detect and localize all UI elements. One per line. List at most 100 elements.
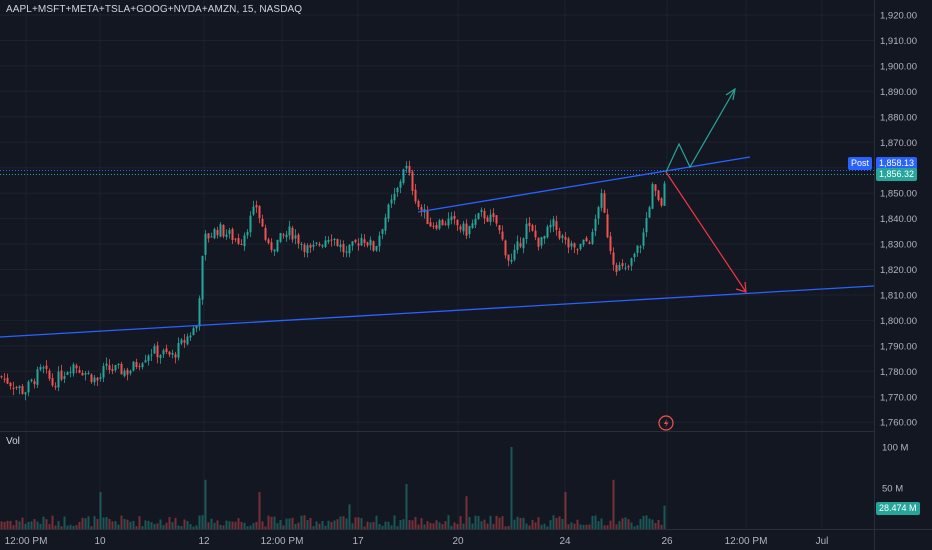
volume-bar xyxy=(123,518,126,529)
volume-bar xyxy=(144,520,147,529)
candle-body xyxy=(357,243,360,246)
candle-body xyxy=(636,245,639,253)
price-tick-label: 1,760.00 xyxy=(880,418,917,429)
candle-body xyxy=(369,239,372,246)
volume-bar xyxy=(36,521,39,529)
volume-bar xyxy=(375,515,378,529)
volume-bar xyxy=(603,525,606,529)
time-tick-label: 24 xyxy=(559,536,571,547)
candle-body xyxy=(24,392,27,395)
time-tick-label: 20 xyxy=(452,536,464,547)
volume-bar xyxy=(504,526,507,529)
volume-bar xyxy=(372,521,375,529)
volume-bar xyxy=(444,521,447,529)
volume-bar xyxy=(606,525,609,529)
candle-body xyxy=(150,354,153,356)
volume-bar xyxy=(600,518,603,529)
candle-body xyxy=(345,251,348,253)
volume-bar xyxy=(111,521,114,529)
last-price-tag: 1,856.32 xyxy=(876,168,918,181)
volume-bar xyxy=(573,523,576,529)
price-tick-label: 1,800.00 xyxy=(880,316,917,327)
candle-body xyxy=(177,342,180,358)
volume-bar xyxy=(225,520,228,529)
volume-bar xyxy=(588,524,591,529)
candle-body xyxy=(444,223,447,225)
candle-body xyxy=(201,255,204,300)
candle-body xyxy=(141,363,144,368)
volume-bar xyxy=(33,519,36,529)
volume-bar xyxy=(528,525,531,529)
volume-label[interactable]: Vol xyxy=(6,436,20,447)
volume-bar xyxy=(78,521,81,529)
volume-bar xyxy=(525,523,528,529)
volume-bar xyxy=(627,519,630,529)
volume-bar xyxy=(501,516,504,529)
support-trendline[interactable] xyxy=(0,285,875,338)
price-axis[interactable]: 1,920.00 1,910.00 1,900.00 1,890.00 1,880.00… xyxy=(880,11,917,429)
candle-body xyxy=(171,352,174,355)
volume-bar xyxy=(315,521,318,529)
candle-body xyxy=(273,249,276,252)
candle-body xyxy=(108,365,111,371)
volume-bar xyxy=(495,515,498,529)
candle-body xyxy=(207,233,210,239)
volume-tick-label: 50 M xyxy=(882,484,903,495)
volume-bar xyxy=(366,521,369,529)
candle-body xyxy=(66,372,69,375)
volume-bar xyxy=(42,516,45,529)
candle-body xyxy=(375,245,378,251)
candle-body xyxy=(411,171,414,191)
volume-value-tag: 28.474 M xyxy=(876,502,920,515)
candle-body xyxy=(477,213,480,220)
candle-body xyxy=(438,220,441,229)
volume-bar xyxy=(129,521,132,529)
candle-body xyxy=(579,243,582,250)
projection-up-path[interactable] xyxy=(665,88,736,173)
symbol-title[interactable]: AAPL+MSFT+META+TSLA+GOOG+NVDA+AMZN, 15, … xyxy=(6,4,303,15)
candle-body xyxy=(264,227,267,240)
price-tick-label: 1,770.00 xyxy=(880,392,917,403)
candle-body xyxy=(348,244,351,254)
candle-body xyxy=(612,252,615,265)
candle-body xyxy=(609,236,612,252)
candle-body xyxy=(528,222,531,227)
candle-body xyxy=(27,381,30,393)
candle-body xyxy=(483,210,486,219)
volume-bar xyxy=(516,516,519,529)
volume-bar xyxy=(222,525,225,529)
candle-body xyxy=(417,200,420,207)
volume-bar xyxy=(609,520,612,529)
candle-body xyxy=(459,226,462,230)
candle-body xyxy=(651,184,654,209)
volume-bar xyxy=(192,526,195,529)
candle-body xyxy=(156,345,159,358)
candle-body xyxy=(246,231,249,236)
candle-body xyxy=(387,204,390,219)
projection-down-path[interactable] xyxy=(665,171,747,293)
volume-bar xyxy=(141,526,144,529)
candle-body xyxy=(462,223,465,232)
candle-body xyxy=(504,240,507,256)
candle-body xyxy=(342,244,345,253)
time-axis[interactable]: 12:00 PM 10 12 12:00 PM 17 20 24 26 12:00 PM Jul xyxy=(5,536,829,547)
volume-bar xyxy=(567,524,570,529)
candle-body xyxy=(15,387,18,389)
flash-icon[interactable] xyxy=(658,415,674,431)
volume-bar xyxy=(621,518,624,529)
volume-bar xyxy=(537,517,540,529)
candle-body xyxy=(78,370,81,373)
volume-bar xyxy=(486,523,489,529)
volume-bar xyxy=(630,522,633,529)
candle-body xyxy=(3,378,6,380)
candle-body xyxy=(495,215,498,224)
volume-bar xyxy=(642,515,645,529)
volume-bar xyxy=(465,496,468,529)
candle-body xyxy=(480,209,483,212)
resistance-trendline[interactable] xyxy=(417,156,751,213)
candle-body xyxy=(594,219,597,231)
volume-bar xyxy=(264,526,267,529)
volume-bar xyxy=(303,515,306,529)
volume-bar xyxy=(120,515,123,529)
